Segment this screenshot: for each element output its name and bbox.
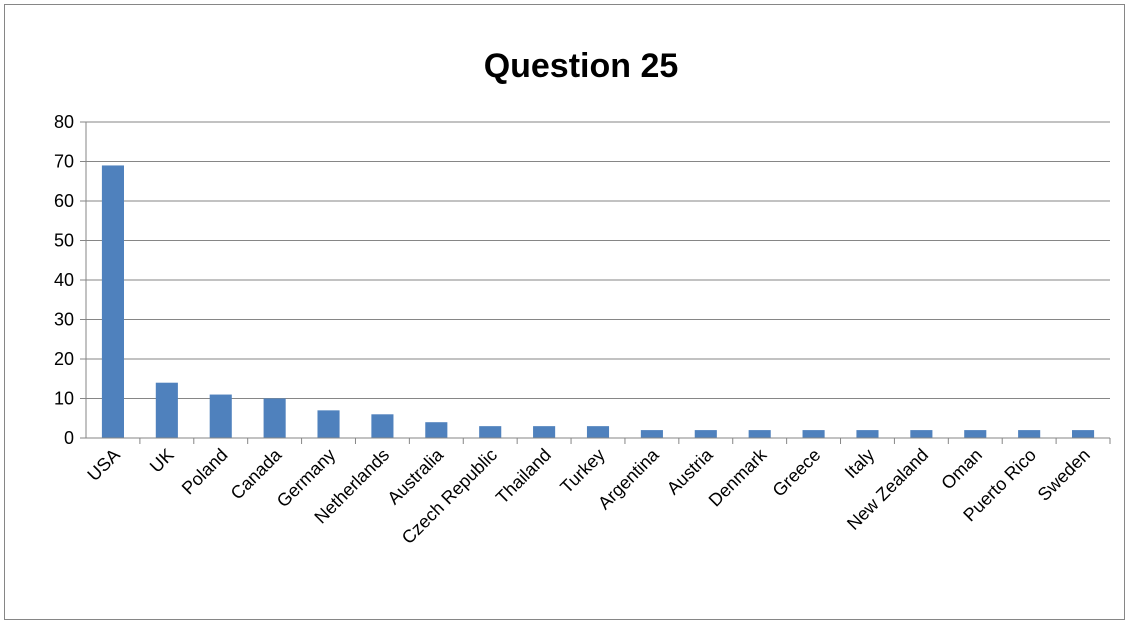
bar-poland: [209, 394, 232, 438]
bar-greece: [802, 430, 825, 438]
x-tick-label: UK: [146, 445, 178, 477]
bar-puerto-rico: [1018, 430, 1041, 438]
x-tick-label: Italy: [841, 445, 878, 482]
x-tick-label: Czech Republic: [398, 445, 501, 548]
bar-netherlands: [371, 414, 394, 438]
bar-new-zealand: [910, 430, 933, 438]
x-tick-label: USA: [83, 445, 123, 485]
y-tick-label: 20: [54, 349, 74, 369]
x-axis-labels: USA UK PolandCanadaGermanyNetherlandsAustr…: [83, 444, 1093, 548]
x-tick-label: Sweden: [1034, 445, 1094, 505]
bar-uk: [155, 382, 178, 438]
y-tick-label: 40: [54, 270, 74, 290]
y-tick-label: 80: [54, 112, 74, 132]
bar-italy: [856, 430, 879, 438]
bar-australia: [425, 422, 448, 438]
y-tick-label: 0: [64, 428, 74, 448]
axes: [80, 121, 1111, 444]
bar-canada: [263, 398, 286, 438]
bar-oman: [964, 430, 987, 438]
bar-germany: [317, 410, 340, 438]
bar-argentina: [640, 430, 663, 438]
chart-title: Question 25: [484, 47, 679, 85]
bar-czech-republic: [479, 426, 502, 438]
y-tick-label: 60: [54, 191, 74, 211]
y-axis-ticks: 0 10 20 30 40 50 60 70 80: [54, 112, 74, 448]
x-tick-label: Greece: [769, 445, 825, 501]
chart-frame: [4, 4, 1125, 620]
x-tick-label: Austria: [663, 444, 717, 498]
x-tick-label: Oman: [937, 445, 986, 494]
bar-austria: [694, 430, 717, 438]
bar-usa: [101, 165, 124, 438]
y-tick-label: 50: [54, 231, 74, 251]
x-tick-label: Denmark: [705, 444, 771, 510]
gridlines: [86, 121, 1110, 399]
y-tick-label: 10: [54, 389, 74, 409]
x-tick-label: Thailand: [492, 445, 555, 508]
bars: [101, 165, 1095, 438]
bar-denmark: [748, 430, 771, 438]
bar-turkey: [586, 426, 610, 438]
x-tick-label: Poland: [178, 445, 232, 499]
bar-thailand: [533, 426, 556, 438]
x-tick-label: Argentina: [594, 444, 663, 513]
x-tick-label: Turkey: [556, 445, 609, 498]
y-tick-label: 30: [54, 310, 74, 330]
y-tick-label: 70: [54, 152, 74, 172]
bar-sweden: [1072, 430, 1095, 438]
